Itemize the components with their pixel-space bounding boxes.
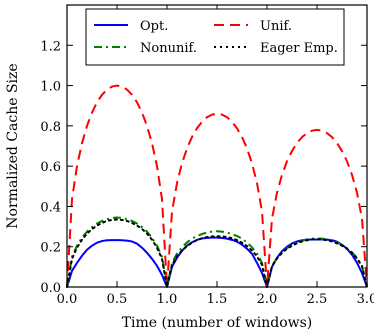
x-tick-label-1: 0.5: [107, 292, 128, 307]
legend-label-0: Opt.: [140, 19, 168, 34]
y-tick-label-2: 0.4: [40, 200, 61, 215]
x-tick-label-5: 2.5: [307, 292, 328, 307]
axes-layer: 0.0 0.5 1.0 1.5 2.0 2.5 3.0 0.0 0.2 0.4 0.6 0.8 1.0 1…: [40, 4, 374, 307]
legend-label-2: Nonunif.: [140, 41, 197, 56]
y-tick-label-6: 1.2: [40, 39, 61, 54]
x-tick-label-0: 0.0: [57, 292, 78, 307]
series-layer: [66, 84, 368, 288]
series-line-3: [66, 218, 368, 288]
y-tick-label-3: 0.6: [40, 160, 61, 175]
y-tick-label-1: 0.2: [40, 241, 61, 256]
x-tick-label-3: 1.5: [207, 292, 228, 307]
y-axis-label: Normalized Cache Size: [5, 63, 21, 228]
x-axis-label: Time (number of windows): [122, 315, 313, 331]
y-tick-label-5: 1.0: [40, 80, 61, 95]
x-tick-label-6: 3.0: [357, 292, 374, 307]
legend-label-1: Unif.: [260, 19, 292, 34]
x-tick-label-4: 2.0: [257, 292, 278, 307]
y-tick-label-0: 0.0: [40, 281, 61, 296]
legend-label-3: Eager Emp.: [260, 41, 338, 56]
x-tick-label-2: 1.0: [157, 292, 178, 307]
y-tick-label-4: 0.8: [40, 120, 61, 135]
series-line-1: [66, 84, 368, 288]
legend: Opt. Unif. Nonunif. Eager Emp.: [85, 8, 345, 66]
series-line-2: [66, 216, 368, 288]
legend-box: [85, 8, 345, 66]
